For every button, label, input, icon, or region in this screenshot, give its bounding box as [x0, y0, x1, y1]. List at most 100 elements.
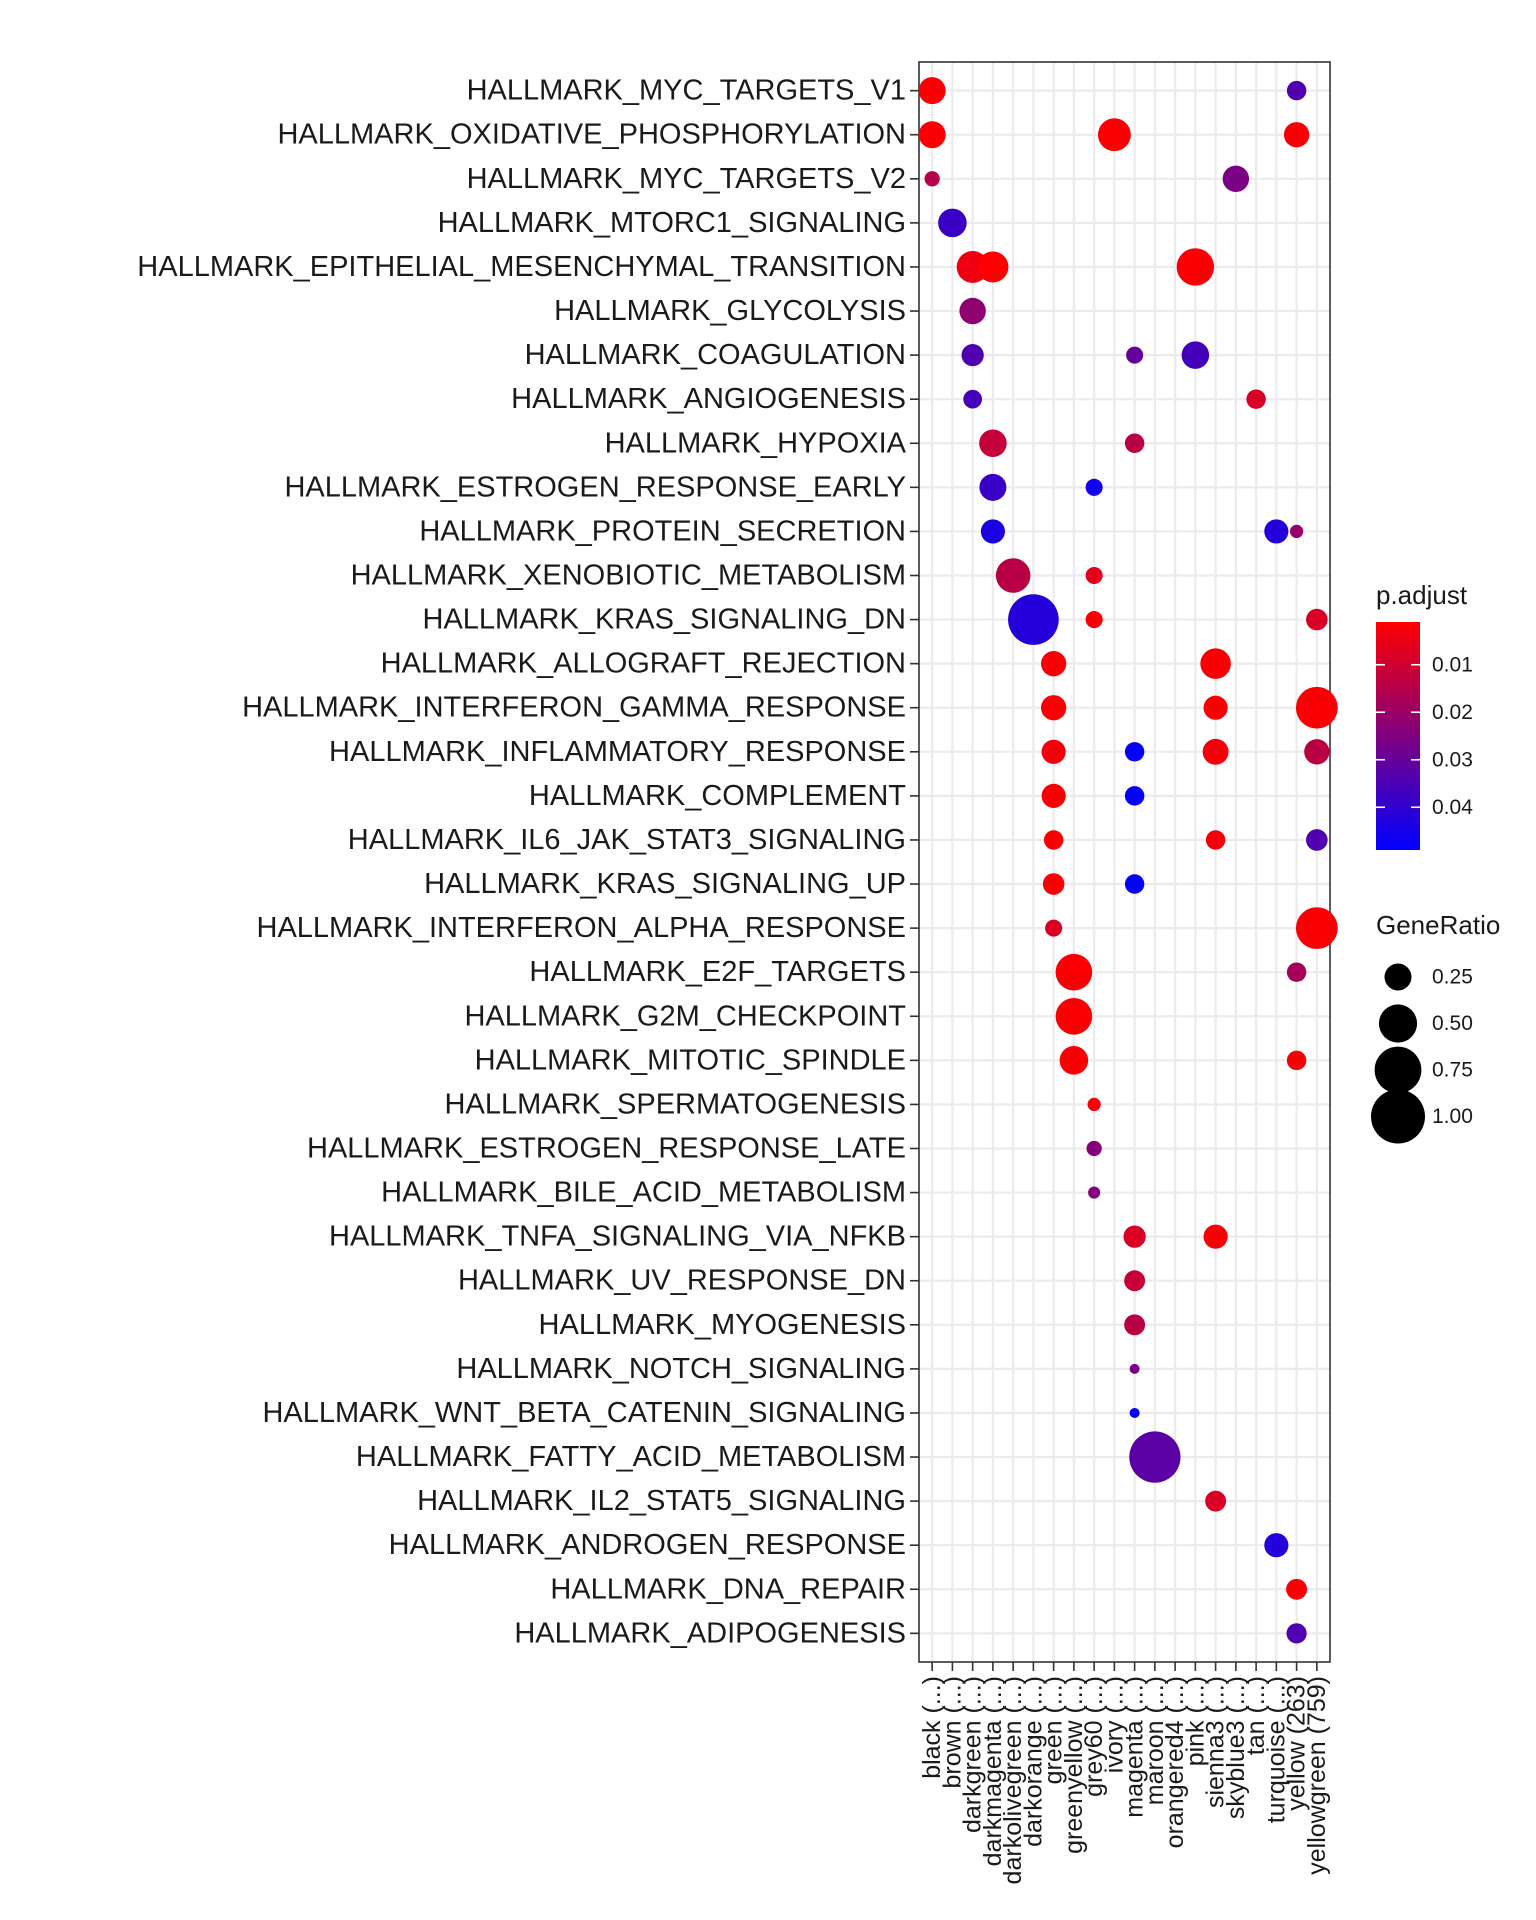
y-tick-label: HALLMARK_ANDROGEN_RESPONSE	[389, 1529, 906, 1561]
y-tick-label: HALLMARK_FATTY_ACID_METABOLISM	[356, 1441, 906, 1473]
data-point	[924, 171, 940, 187]
y-tick-label: HALLMARK_SPERMATOGENESIS	[445, 1088, 906, 1120]
data-point	[1059, 1046, 1089, 1075]
data-point	[1129, 1407, 1140, 1418]
data-point	[959, 297, 986, 325]
y-tick-label: HALLMARK_XENOBIOTIC_METABOLISM	[351, 559, 906, 591]
data-point	[1126, 346, 1144, 364]
data-point	[1055, 997, 1093, 1035]
y-tick-label: HALLMARK_MTORC1_SIGNALING	[438, 207, 906, 239]
data-point	[1205, 830, 1226, 850]
data-point	[1041, 739, 1066, 764]
data-point	[1087, 1097, 1101, 1112]
data-point	[1088, 1186, 1101, 1199]
x-tick-label: ivory (...)	[1100, 1676, 1128, 1773]
data-point	[1124, 742, 1145, 762]
data-point	[1304, 739, 1330, 765]
y-tick-label: HALLMARK_IL2_STAT5_SIGNALING	[417, 1485, 906, 1517]
y-tick-label: HALLMARK_HYPOXIA	[605, 427, 907, 459]
data-point	[1286, 962, 1307, 982]
data-point	[1043, 830, 1064, 850]
size-legend-label: 0.50	[1432, 1012, 1473, 1035]
y-tick-label: HALLMARK_INFLAMMATORY_RESPONSE	[329, 736, 906, 768]
data-point	[1203, 1224, 1228, 1249]
y-tick-label: HALLMARK_UV_RESPONSE_DN	[458, 1265, 906, 1297]
x-tick-label: darkorange (...)	[1019, 1676, 1047, 1847]
data-point	[1124, 1270, 1146, 1292]
y-tick-label: HALLMARK_G2M_CHECKPOINT	[464, 1000, 906, 1032]
size-legend-title: GeneRatio	[1376, 910, 1500, 940]
points	[918, 77, 1338, 1644]
data-point	[1008, 594, 1059, 645]
data-point	[995, 558, 1031, 593]
x-tick-label: tan (...)	[1242, 1676, 1270, 1755]
x-tick-label: grey60 (...)	[1080, 1676, 1108, 1797]
y-tick-label: HALLMARK_EPITHELIAL_MESENCHYMAL_TRANSITI…	[137, 251, 906, 283]
data-point	[1124, 786, 1145, 806]
x-axis: black (...)brown (...)darkgreen (...)dar…	[918, 1662, 1331, 1884]
data-point	[1042, 873, 1065, 895]
data-point	[1289, 524, 1304, 539]
size-legend: GeneRatio 0.25 0.50 0.75 1.00	[1371, 910, 1500, 1144]
x-tick-label: yellowgreen (759)	[1303, 1676, 1331, 1875]
data-point	[1202, 738, 1229, 765]
color-legend-label: 0.02	[1432, 701, 1473, 724]
x-tick-label: turquoise (...)	[1262, 1676, 1290, 1823]
data-point	[1306, 608, 1328, 631]
data-point	[1264, 1533, 1289, 1558]
y-tick-label: HALLMARK_COMPLEMENT	[529, 780, 906, 812]
y-tick-label: HALLMARK_IL6_JAK_STAT3_SIGNALING	[348, 824, 906, 856]
size-legend-dot	[1384, 963, 1412, 991]
data-point	[1286, 1623, 1307, 1644]
color-legend-label: 0.01	[1432, 653, 1473, 676]
y-tick-label: HALLMARK_BILE_ACID_METABOLISM	[381, 1177, 906, 1209]
data-point	[1129, 1431, 1181, 1483]
x-tick-label: maroon (...)	[1141, 1676, 1169, 1805]
size-legend-label: 0.75	[1432, 1059, 1473, 1082]
y-tick-label: HALLMARK_WNT_BETA_CATENIN_SIGNALING	[262, 1397, 906, 1429]
size-legend-label: 1.00	[1432, 1105, 1473, 1128]
data-point	[1286, 1050, 1307, 1071]
y-tick-label: HALLMARK_MYC_TARGETS_V1	[467, 75, 906, 107]
x-tick-label: magenta (...)	[1121, 1676, 1149, 1818]
data-point	[1200, 648, 1231, 679]
data-point	[1264, 519, 1289, 544]
y-tick-label: HALLMARK_COAGULATION	[525, 339, 906, 371]
data-point	[1085, 566, 1103, 585]
y-tick-label: HALLMARK_MITOTIC_SPINDLE	[475, 1044, 906, 1076]
y-tick-label: HALLMARK_INTERFERON_GAMMA_RESPONSE	[242, 692, 906, 724]
x-tick-label: black (...)	[918, 1676, 946, 1779]
size-legend-dot	[1371, 1089, 1425, 1144]
x-tick-label: darkolivegreen (...)	[999, 1676, 1027, 1884]
data-point	[1286, 80, 1307, 101]
data-point	[1123, 1225, 1146, 1248]
data-point	[979, 429, 1007, 458]
y-tick-label: HALLMARK_KRAS_SIGNALING_UP	[424, 868, 906, 900]
data-point	[1306, 829, 1328, 851]
data-point	[1040, 695, 1067, 721]
data-point	[1124, 433, 1145, 454]
grid-lines	[919, 62, 1330, 1662]
data-point	[1176, 248, 1215, 286]
data-point	[1203, 695, 1228, 720]
data-point	[1205, 1490, 1227, 1512]
data-point	[1222, 165, 1250, 193]
panel-border	[918, 61, 1331, 1663]
y-tick-label: HALLMARK_DNA_REPAIR	[550, 1573, 906, 1605]
data-point	[1085, 478, 1103, 496]
y-tick-label: HALLMARK_GLYCOLYSIS	[554, 295, 906, 327]
y-tick-label: HALLMARK_TNFA_SIGNALING_VIA_NFKB	[329, 1221, 906, 1253]
x-tick-label: greenyellow (...)	[1060, 1676, 1088, 1854]
color-legend-label: 0.03	[1432, 748, 1473, 771]
x-tick-label: skyblue3 (...)	[1222, 1676, 1250, 1819]
color-legend-title: p.adjust	[1376, 580, 1468, 610]
data-point	[1086, 1140, 1102, 1157]
data-point	[1129, 1363, 1140, 1374]
color-legend-label: 0.04	[1432, 796, 1473, 819]
data-point	[977, 251, 1009, 283]
color-legend-ticks: 0.01 0.02 0.03 0.04	[1376, 653, 1473, 819]
x-tick-label: yellow (263)	[1283, 1676, 1311, 1811]
data-point	[918, 121, 946, 149]
x-tick-label: darkgreen (...)	[959, 1676, 987, 1833]
